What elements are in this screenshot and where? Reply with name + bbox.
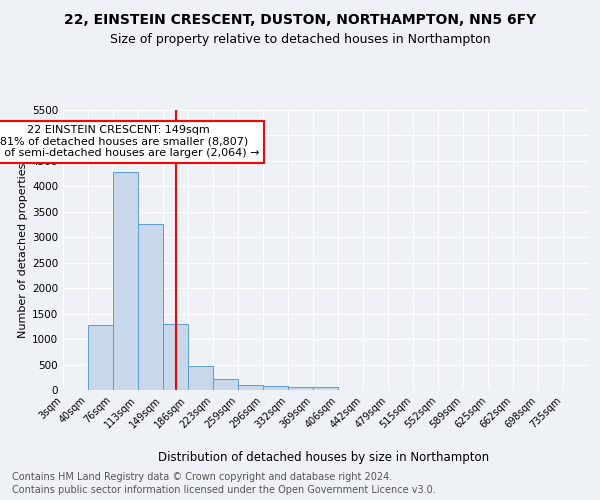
Bar [113, 172, 138, 390]
Text: Size of property relative to detached houses in Northampton: Size of property relative to detached ho… [110, 32, 490, 46]
Bar [238, 385, 263, 390]
Bar [163, 324, 188, 390]
Text: Contains HM Land Registry data © Crown copyright and database right 2024.
Contai: Contains HM Land Registry data © Crown c… [12, 472, 436, 495]
Y-axis label: Number of detached properties: Number of detached properties [18, 162, 28, 338]
Bar [313, 387, 338, 390]
Text: Distribution of detached houses by size in Northampton: Distribution of detached houses by size … [158, 451, 490, 464]
Text: 22, EINSTEIN CRESCENT, DUSTON, NORTHAMPTON, NN5 6FY: 22, EINSTEIN CRESCENT, DUSTON, NORTHAMPT… [64, 12, 536, 26]
Bar [138, 224, 163, 390]
Bar [188, 366, 213, 390]
Bar [288, 387, 313, 390]
Text: 22 EINSTEIN CRESCENT: 149sqm
← 81% of detached houses are smaller (8,807)
19% of: 22 EINSTEIN CRESCENT: 149sqm ← 81% of de… [0, 126, 260, 158]
Bar [88, 326, 113, 390]
Bar [213, 379, 238, 390]
Bar [263, 386, 288, 390]
